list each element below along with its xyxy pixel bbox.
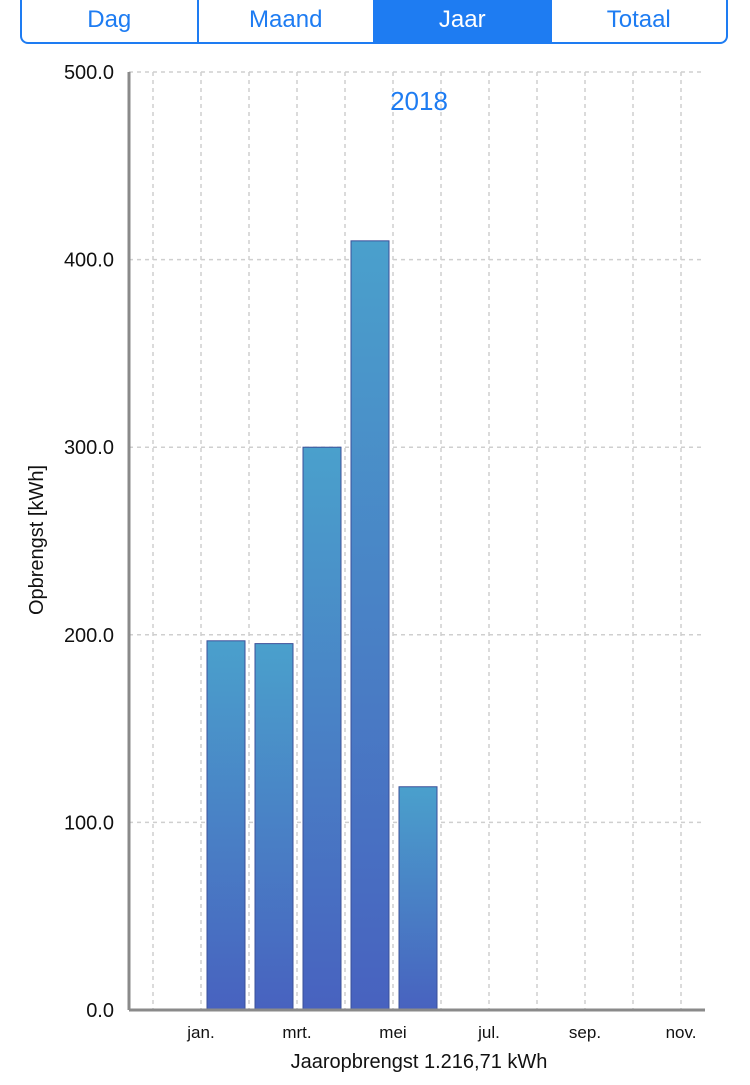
x-tick-label: jan. <box>186 1023 214 1042</box>
tab-dag[interactable]: Dag <box>22 0 199 42</box>
tab-totaal[interactable]: Totaal <box>606 6 671 33</box>
bar-mrt[interactable] <box>254 643 294 1011</box>
chart-title: 2018 <box>390 86 448 116</box>
x-tick-label: jul. <box>477 1023 500 1042</box>
bar-feb[interactable] <box>206 640 246 1011</box>
y-tick-label: 400.0 <box>64 250 114 272</box>
y-tick-label: 0.0 <box>86 1000 114 1022</box>
x-tick-label: sep. <box>569 1023 601 1042</box>
y-axis-label: Opbrengst [kWh] <box>26 465 48 615</box>
x-tick-label: nov. <box>666 1023 697 1042</box>
x-tick-label: mei <box>379 1023 406 1042</box>
bar-apr[interactable] <box>302 446 342 1011</box>
y-tick-label: 500.0 <box>64 62 114 84</box>
bar-jun[interactable] <box>398 786 438 1011</box>
tab-jaar[interactable]: Jaar <box>375 0 552 42</box>
period-segmented-control: Dag Maand Jaar Totaal <box>20 0 728 44</box>
x-axis-label: Jaaropbrengst 1.216,71 kWh <box>291 1051 548 1073</box>
y-tick-label: 300.0 <box>64 437 114 459</box>
x-tick-label: mrt. <box>282 1023 311 1042</box>
y-tick-label: 200.0 <box>64 625 114 647</box>
tab-maand[interactable]: Maand <box>199 0 375 42</box>
y-tick-label: 100.0 <box>64 812 114 834</box>
bar-mei[interactable] <box>350 240 390 1011</box>
